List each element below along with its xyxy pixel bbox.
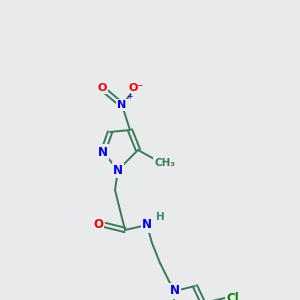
Text: N: N: [113, 164, 123, 176]
Text: N: N: [117, 100, 127, 110]
Text: O: O: [97, 83, 107, 93]
Text: H: H: [156, 212, 165, 222]
Text: Cl: Cl: [226, 292, 239, 300]
Text: +: +: [126, 92, 132, 101]
Text: O⁻: O⁻: [128, 83, 144, 93]
Text: N: N: [170, 284, 180, 298]
Text: CH₃: CH₃: [154, 158, 176, 168]
Text: O: O: [93, 218, 103, 230]
Text: N: N: [142, 218, 152, 232]
Text: N: N: [98, 146, 108, 158]
